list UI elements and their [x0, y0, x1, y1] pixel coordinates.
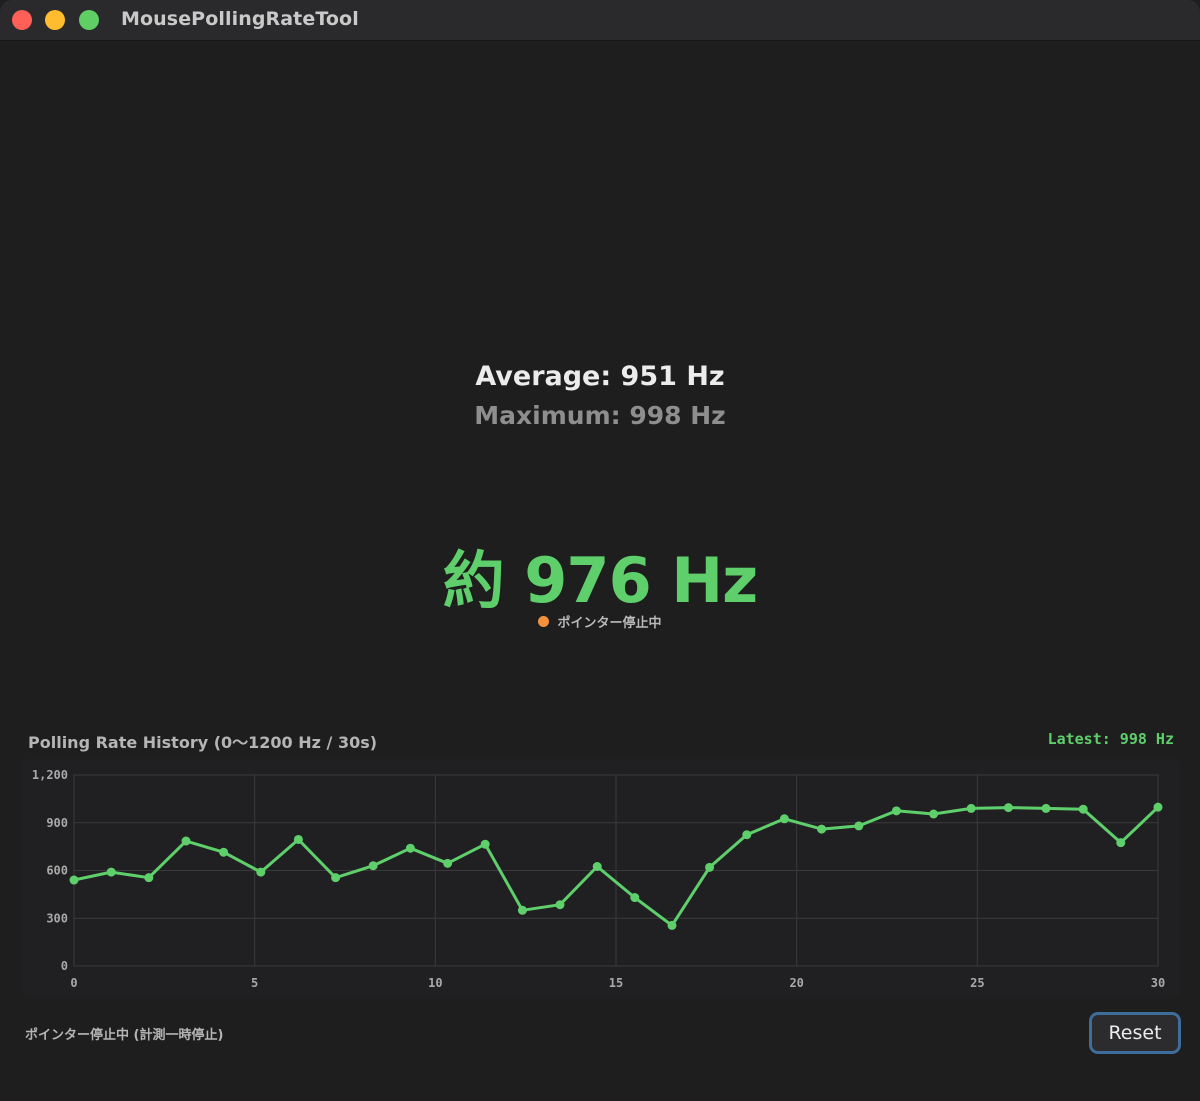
data-point — [1153, 802, 1163, 812]
data-point — [966, 803, 976, 813]
data-point — [293, 834, 303, 844]
data-point — [705, 862, 715, 872]
x-tick-label: 0 — [70, 976, 77, 990]
current-rate-display: 約 976 Hz — [442, 544, 759, 617]
data-point — [854, 821, 864, 831]
y-tick-label: 600 — [46, 864, 68, 878]
title-bar[interactable]: MousePollingRateTool — [0, 0, 1200, 41]
data-point — [69, 875, 79, 885]
latest-rate-label: Latest: 998 Hz — [1047, 730, 1174, 748]
x-tick-label: 10 — [428, 976, 442, 990]
data-point — [106, 867, 116, 877]
data-point — [1078, 804, 1088, 814]
x-tick-label: 30 — [1151, 976, 1165, 990]
data-point — [817, 824, 827, 834]
data-point — [368, 861, 378, 871]
data-point — [331, 873, 341, 883]
close-window-button[interactable] — [12, 10, 32, 30]
status-dot-icon — [538, 616, 550, 627]
data-point — [742, 830, 752, 840]
x-tick-label: 20 — [789, 976, 803, 990]
zoom-window-button[interactable] — [79, 10, 99, 30]
average-rate-label: Average: 951 Hz — [475, 361, 725, 392]
x-tick-label: 5 — [251, 976, 258, 990]
window-title: MousePollingRateTool — [121, 8, 359, 30]
y-tick-label: 900 — [46, 816, 68, 830]
data-point — [555, 900, 565, 910]
history-chart-svg: 0 300 600 900 1,200 0 5 10 15 20 25 30 — [32, 768, 1165, 990]
footer-status-text: ポインター停止中 (計測一時停止) — [25, 1028, 224, 1043]
data-point — [630, 893, 640, 903]
data-point — [405, 843, 415, 853]
data-point — [144, 873, 154, 883]
pointer-status: ポインター停止中 — [0, 612, 1200, 631]
maximum-rate-label: Maximum: 998 Hz — [474, 401, 726, 430]
history-chart-title: Polling Rate History (0〜1200 Hz / 30s) — [28, 733, 378, 752]
y-tick-label: 1,200 — [32, 768, 68, 782]
reset-button[interactable]: Reset — [1089, 1012, 1181, 1054]
y-tick-label: 300 — [46, 911, 68, 925]
x-tick-label: 15 — [609, 976, 623, 990]
data-point — [219, 847, 229, 857]
data-point — [181, 836, 191, 846]
data-point — [891, 806, 901, 816]
data-point — [1041, 803, 1051, 813]
series-line — [72, 805, 1160, 927]
data-point — [1003, 803, 1013, 813]
x-tick-label: 25 — [970, 976, 984, 990]
history-chart: 0 300 600 900 1,200 0 5 10 15 20 25 30 — [22, 759, 1180, 997]
y-tick-label: 0 — [61, 959, 68, 973]
data-point — [667, 920, 677, 930]
data-point — [592, 862, 602, 872]
data-point — [517, 905, 527, 915]
data-point — [480, 839, 490, 849]
pointer-status-text: ポインター停止中 — [557, 616, 662, 631]
data-point — [443, 858, 453, 868]
minimize-window-button[interactable] — [45, 10, 65, 30]
data-point — [929, 809, 939, 819]
data-point — [256, 867, 266, 877]
data-point — [779, 814, 789, 824]
data-point — [1116, 838, 1126, 848]
